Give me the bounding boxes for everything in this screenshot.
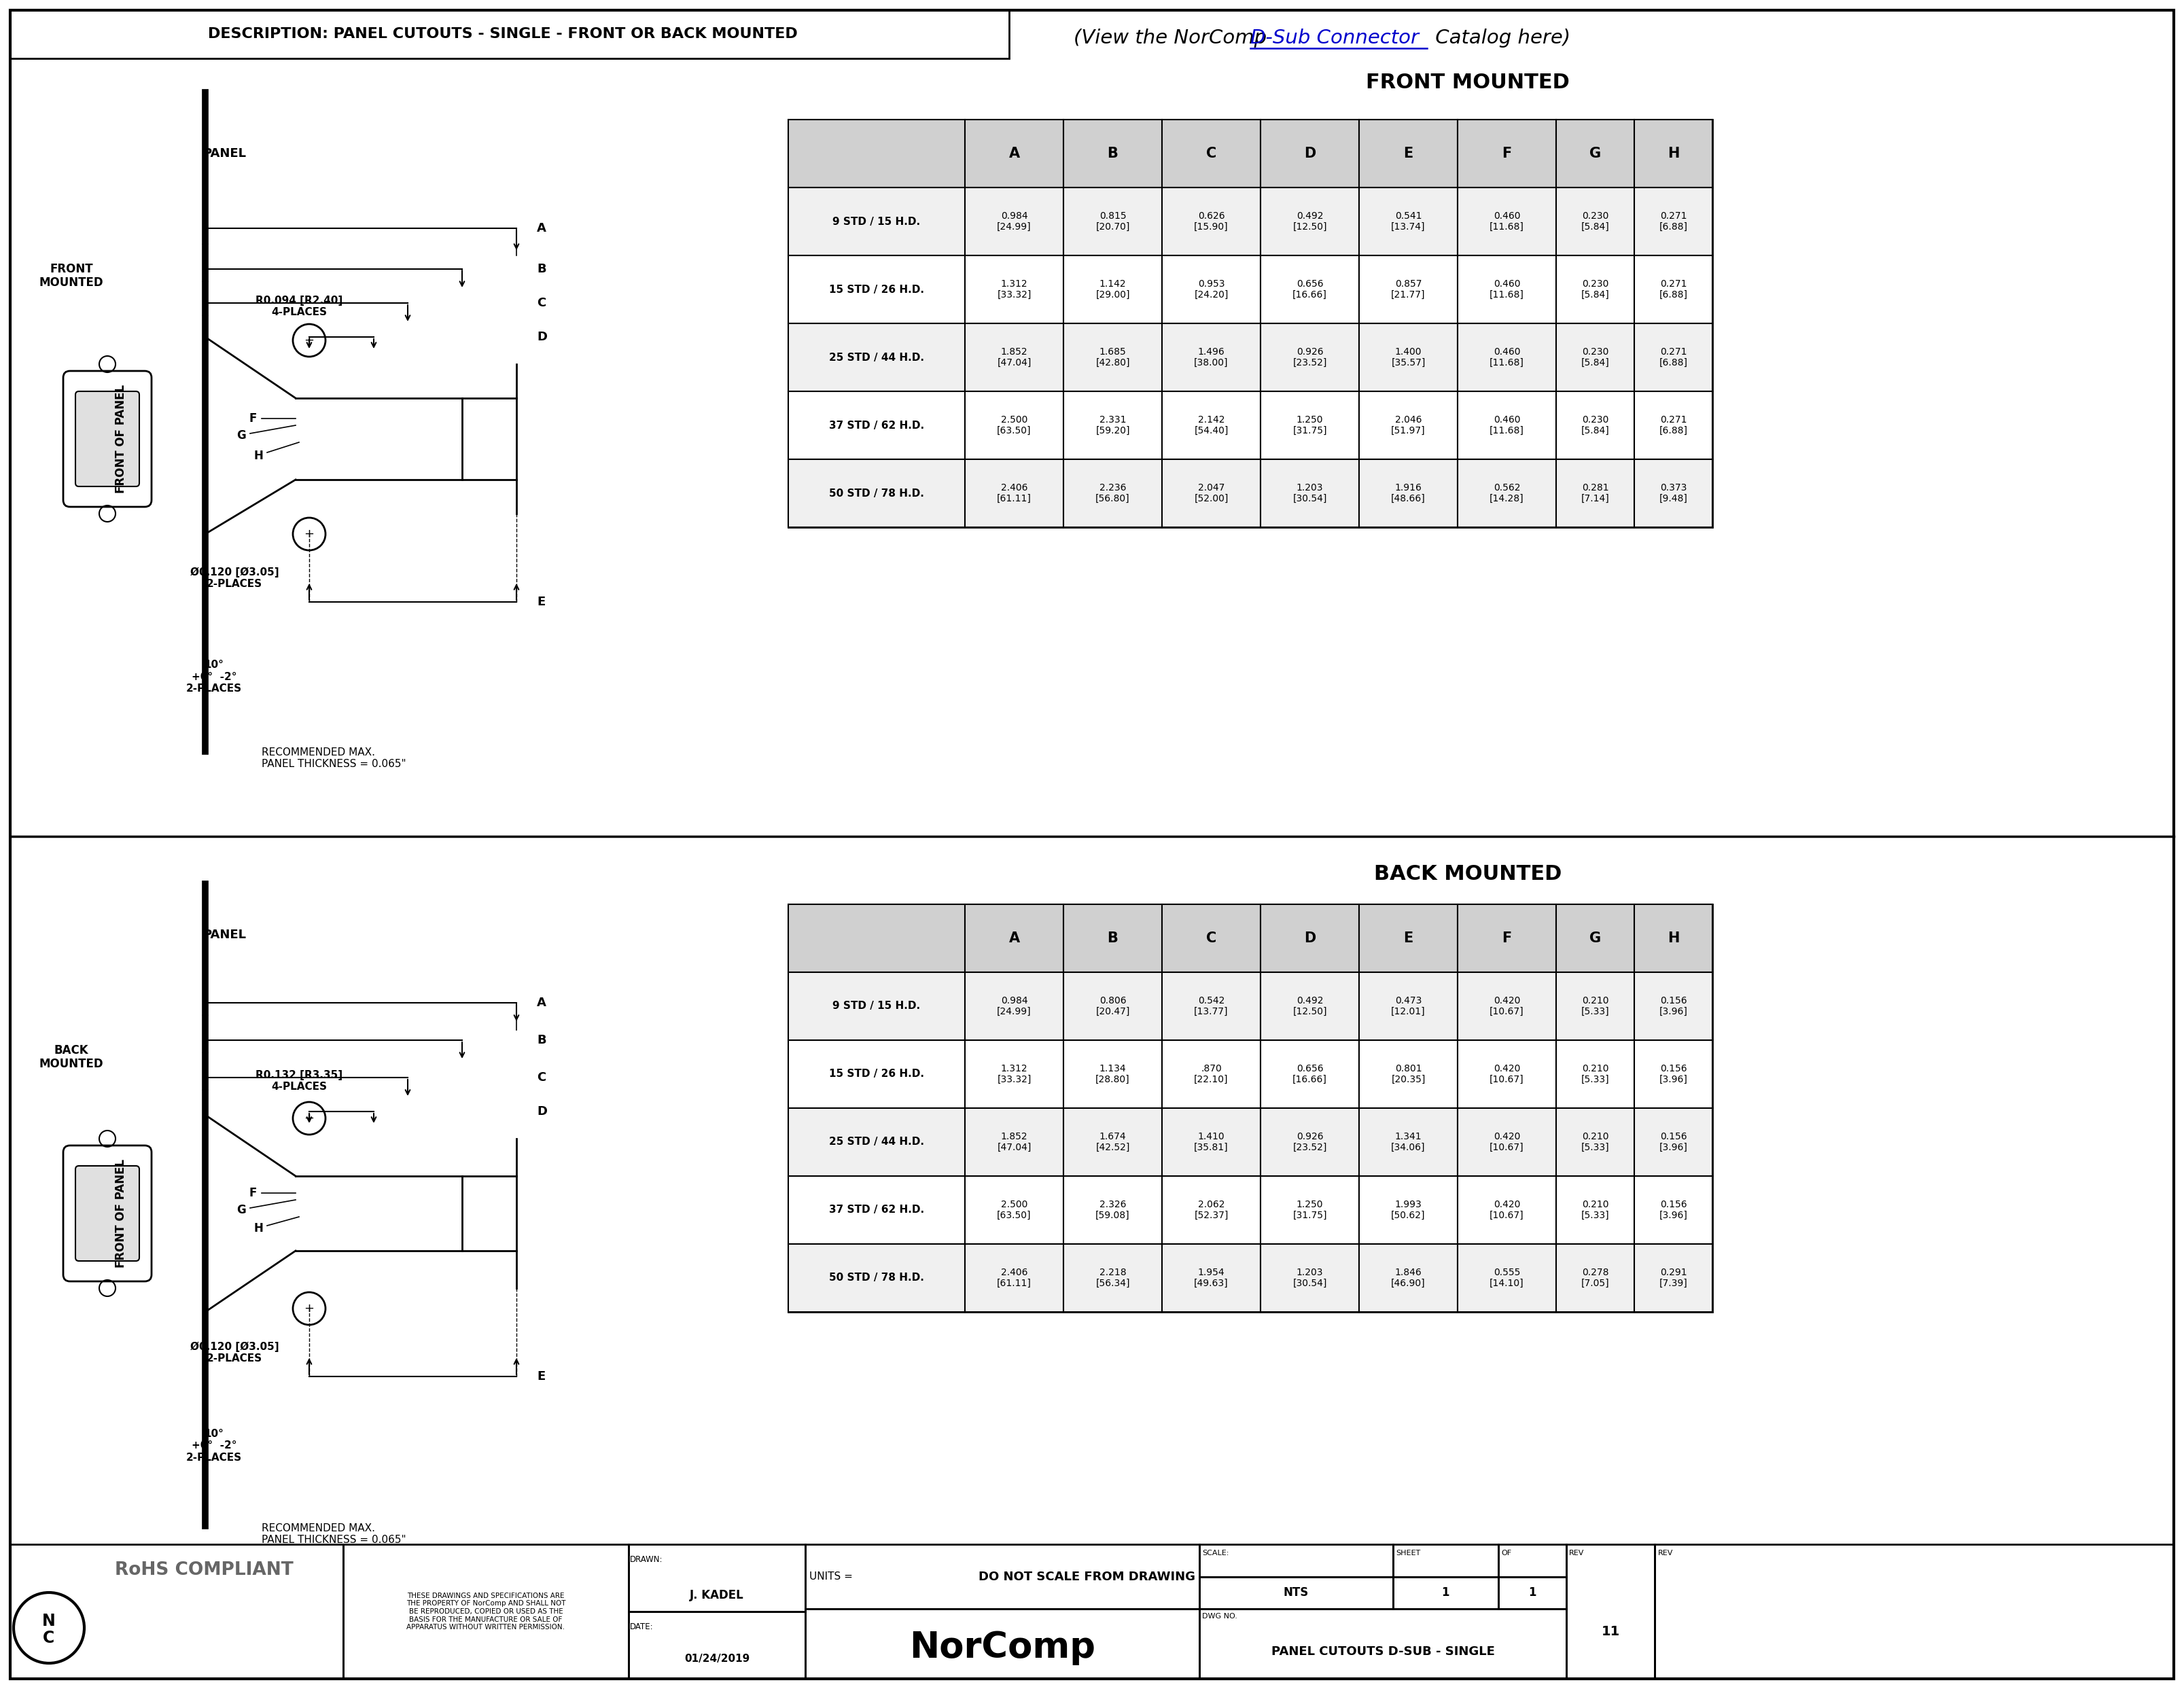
Bar xyxy=(1064,1108,1162,1176)
Text: 0.156
[3.96]: 0.156 [3.96] xyxy=(1660,1132,1688,1152)
Text: 0.555
[14.10]: 0.555 [14.10] xyxy=(1489,1268,1524,1289)
Bar xyxy=(1260,904,1358,973)
Text: E: E xyxy=(1404,147,1413,160)
Text: E: E xyxy=(537,1370,546,1383)
Text: 10°
+0°  -2°
2-PLACES: 10° +0° -2° 2-PLACES xyxy=(186,1429,242,1463)
Bar xyxy=(1162,973,1260,1040)
Text: FRONT OF PANEL: FRONT OF PANEL xyxy=(116,385,127,493)
Bar xyxy=(965,323,1064,392)
Text: 0.473
[12.01]: 0.473 [12.01] xyxy=(1391,997,1426,1017)
Bar xyxy=(1064,323,1162,392)
Text: 1.954
[49.63]: 1.954 [49.63] xyxy=(1195,1268,1227,1289)
Bar xyxy=(1260,459,1358,527)
Bar xyxy=(1064,904,1162,973)
Bar xyxy=(1457,904,1557,973)
Text: 1.312
[33.32]: 1.312 [33.32] xyxy=(998,279,1031,299)
Text: NTS: NTS xyxy=(1284,1586,1308,1599)
Bar xyxy=(1162,187,1260,255)
Bar xyxy=(1260,255,1358,323)
Text: 0.271
[6.88]: 0.271 [6.88] xyxy=(1660,211,1688,231)
FancyBboxPatch shape xyxy=(76,392,140,486)
Bar xyxy=(788,1245,965,1312)
Text: A: A xyxy=(1009,147,1020,160)
Text: 0.926
[23.52]: 0.926 [23.52] xyxy=(1293,348,1328,368)
Bar xyxy=(1557,1108,1634,1176)
Text: 0.271
[6.88]: 0.271 [6.88] xyxy=(1660,348,1688,368)
Bar xyxy=(1260,323,1358,392)
Text: DESCRIPTION: PANEL CUTOUTS - SINGLE - FRONT OR BACK MOUNTED: DESCRIPTION: PANEL CUTOUTS - SINGLE - FR… xyxy=(207,27,797,41)
Bar xyxy=(1557,392,1634,459)
Text: 0.420
[10.67]: 0.420 [10.67] xyxy=(1489,1064,1524,1084)
Bar xyxy=(1064,973,1162,1040)
Text: 0.926
[23.52]: 0.926 [23.52] xyxy=(1293,1132,1328,1152)
Bar xyxy=(1457,120,1557,187)
Bar xyxy=(1457,973,1557,1040)
Bar xyxy=(1634,459,1712,527)
Text: 0.460
[11.68]: 0.460 [11.68] xyxy=(1489,211,1524,231)
Text: RECOMMENDED MAX.
PANEL THICKNESS = 0.065": RECOMMENDED MAX. PANEL THICKNESS = 0.065… xyxy=(262,1523,406,1545)
Text: 2.046
[51.97]: 2.046 [51.97] xyxy=(1391,415,1426,436)
Bar xyxy=(1557,187,1634,255)
Text: 0.271
[6.88]: 0.271 [6.88] xyxy=(1660,415,1688,436)
Text: 1: 1 xyxy=(1529,1586,1535,1599)
Text: G: G xyxy=(236,429,247,441)
Bar xyxy=(965,255,1064,323)
Text: J. KADEL: J. KADEL xyxy=(690,1589,745,1601)
Text: 1: 1 xyxy=(1441,1586,1450,1599)
Bar xyxy=(1260,973,1358,1040)
Bar xyxy=(1064,187,1162,255)
Bar xyxy=(1064,459,1162,527)
Text: 1.142
[29.00]: 1.142 [29.00] xyxy=(1096,279,1129,299)
Bar xyxy=(788,973,965,1040)
Text: 0.291
[7.39]: 0.291 [7.39] xyxy=(1660,1268,1688,1289)
Text: G: G xyxy=(1590,931,1601,946)
Text: G: G xyxy=(236,1204,247,1216)
Bar xyxy=(1162,459,1260,527)
Text: D: D xyxy=(537,1105,546,1118)
Text: DATE:: DATE: xyxy=(629,1623,653,1632)
Text: 9 STD / 15 H.D.: 9 STD / 15 H.D. xyxy=(832,216,919,226)
Bar xyxy=(1260,120,1358,187)
Bar xyxy=(1162,255,1260,323)
Text: C: C xyxy=(1206,147,1216,160)
Text: 2.500
[63.50]: 2.500 [63.50] xyxy=(998,1199,1031,1219)
Bar xyxy=(965,973,1064,1040)
Bar xyxy=(1557,973,1634,1040)
Bar xyxy=(788,1176,965,1245)
Bar xyxy=(1634,904,1712,973)
Text: THESE DRAWINGS AND SPECIFICATIONS ARE
THE PROPERTY OF NorComp AND SHALL NOT
BE R: THESE DRAWINGS AND SPECIFICATIONS ARE TH… xyxy=(406,1593,566,1630)
Bar xyxy=(1393,1544,1498,1576)
Bar xyxy=(1634,187,1712,255)
Bar xyxy=(1358,187,1457,255)
Bar xyxy=(1064,1176,1162,1245)
Text: Ø0.120 [Ø3.05]
2-PLACES: Ø0.120 [Ø3.05] 2-PLACES xyxy=(190,568,280,589)
Bar xyxy=(1457,392,1557,459)
Text: 0.857
[21.77]: 0.857 [21.77] xyxy=(1391,279,1426,299)
Text: 15 STD / 26 H.D.: 15 STD / 26 H.D. xyxy=(830,1069,924,1079)
Text: H: H xyxy=(1666,931,1679,946)
Bar xyxy=(1457,255,1557,323)
Bar xyxy=(1498,1544,1566,1576)
Bar xyxy=(1634,1108,1712,1176)
Bar xyxy=(1199,1576,1393,1610)
Bar xyxy=(1358,973,1457,1040)
Bar xyxy=(788,904,965,973)
Bar xyxy=(788,459,965,527)
Text: 0.210
[5.33]: 0.210 [5.33] xyxy=(1581,1064,1610,1084)
Text: B: B xyxy=(1107,931,1118,946)
Text: 2.047
[52.00]: 2.047 [52.00] xyxy=(1195,483,1227,503)
Text: 2.331
[59.20]: 2.331 [59.20] xyxy=(1096,415,1129,436)
Bar xyxy=(11,1544,343,1679)
Text: 0.420
[10.67]: 0.420 [10.67] xyxy=(1489,1199,1524,1219)
Text: REV: REV xyxy=(1568,1551,1583,1557)
Bar xyxy=(1260,1245,1358,1312)
Text: +: + xyxy=(304,1302,314,1314)
Text: 1.496
[38.00]: 1.496 [38.00] xyxy=(1195,348,1227,368)
Text: D: D xyxy=(1304,931,1315,946)
Bar xyxy=(1457,1245,1557,1312)
Text: 2.236
[56.80]: 2.236 [56.80] xyxy=(1096,483,1129,503)
Text: 2.142
[54.40]: 2.142 [54.40] xyxy=(1195,415,1227,436)
Text: 0.953
[24.20]: 0.953 [24.20] xyxy=(1195,279,1227,299)
Text: RoHS COMPLIANT: RoHS COMPLIANT xyxy=(114,1561,293,1579)
Bar xyxy=(1634,1040,1712,1108)
